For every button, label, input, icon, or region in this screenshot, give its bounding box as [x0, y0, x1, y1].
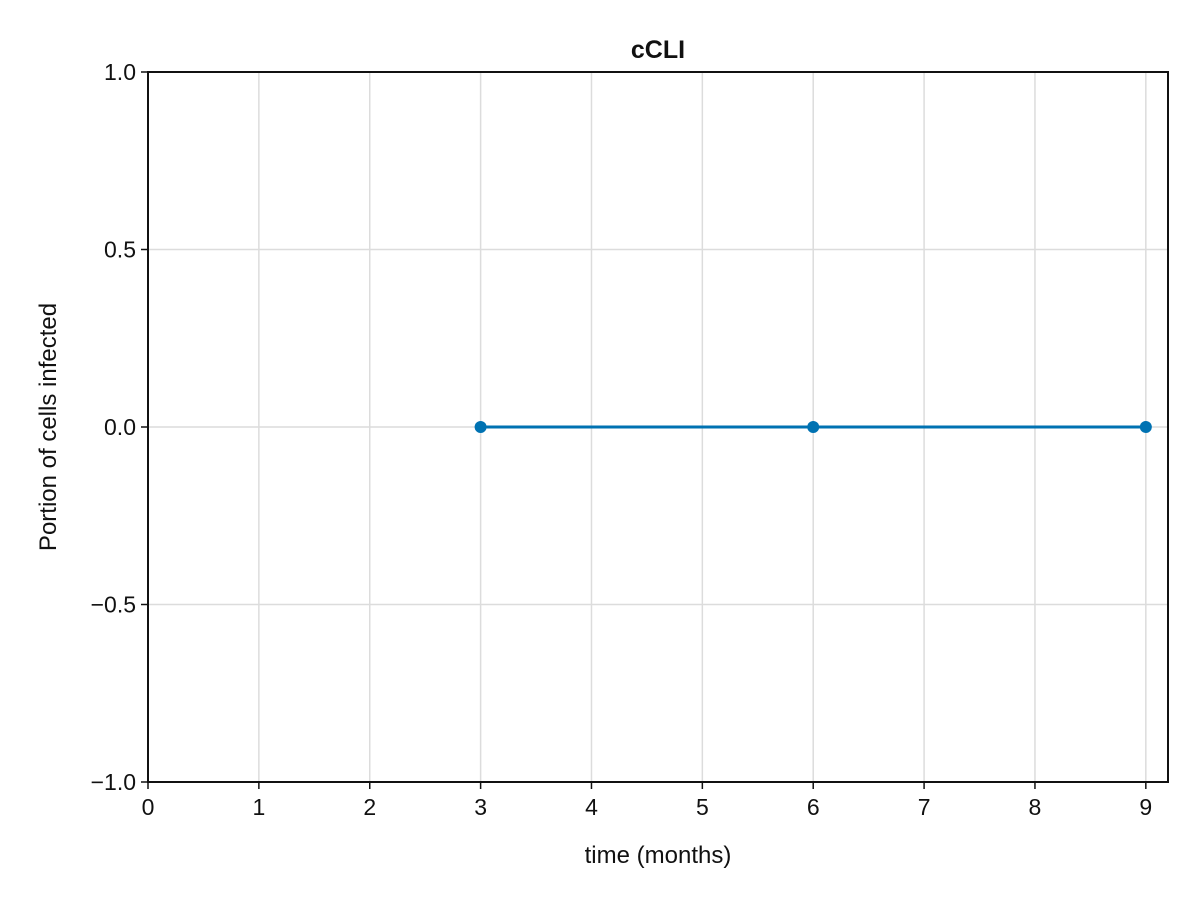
- x-tick-label: 8: [1029, 794, 1042, 820]
- y-axis-label: Portion of cells infected: [35, 303, 62, 551]
- data-point: [1139, 421, 1152, 433]
- x-tick-label: 9: [1139, 794, 1152, 820]
- data-point: [807, 421, 820, 433]
- x-tick-label: 7: [918, 794, 931, 820]
- x-tick-label: 1: [252, 794, 265, 820]
- y-tick-label: 0.5: [104, 237, 136, 263]
- x-axis-label: time (months): [585, 842, 732, 869]
- x-tick-label: 2: [363, 794, 376, 820]
- y-tick-label: 1.0: [104, 59, 136, 85]
- y-tick-label: −1.0: [91, 769, 136, 795]
- chart-title: cCLI: [631, 36, 685, 64]
- x-tick-label: 0: [142, 794, 155, 820]
- y-tick-label: −0.5: [91, 592, 136, 618]
- series-layer: [474, 421, 1152, 433]
- x-tick-label: 4: [585, 794, 598, 820]
- x-tick-label: 5: [696, 794, 709, 820]
- axis-ticks: 0 1 2 3 4 5 6 7 8 9 −1.0 −0.5 0.0 0.5 1.0: [91, 59, 1153, 820]
- x-tick-label: 6: [807, 794, 820, 820]
- x-tick-label: 3: [474, 794, 487, 820]
- data-point: [474, 421, 487, 433]
- y-tick-label: 0.0: [104, 414, 136, 440]
